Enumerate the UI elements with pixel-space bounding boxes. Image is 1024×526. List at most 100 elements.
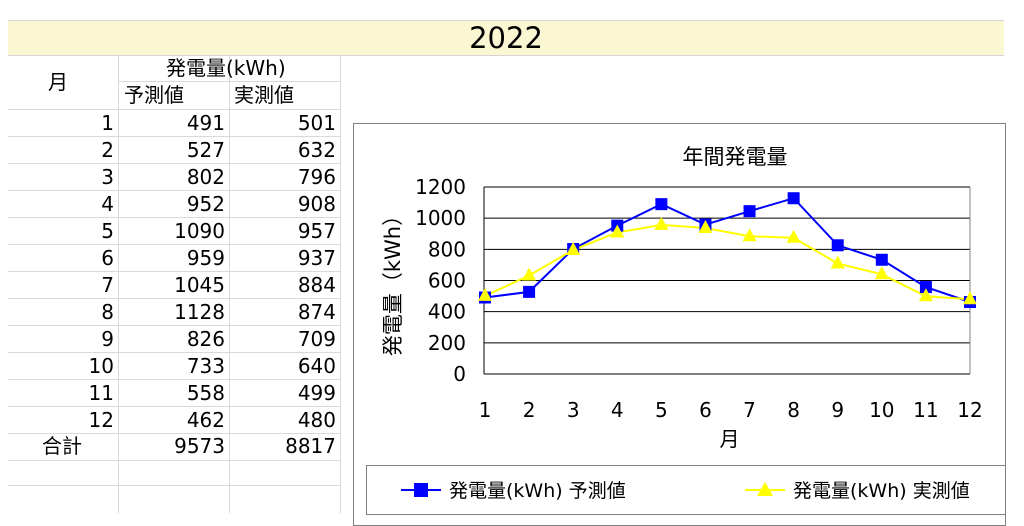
actual-point xyxy=(522,267,537,281)
x-tick-label: 7 xyxy=(743,398,756,422)
total-actual: 8817 xyxy=(285,434,336,458)
grid-row-line xyxy=(8,298,340,299)
grid-row-line xyxy=(8,163,340,164)
x-tick-label: 1 xyxy=(479,398,492,422)
cell-forecast: 558 xyxy=(186,381,225,405)
chart-legend: 発電量(kWh) 予測値 発電量(kWh) 実測値 xyxy=(366,465,1006,515)
grid-row-line xyxy=(8,217,340,218)
grid-row-line xyxy=(8,271,340,272)
x-tick-label: 12 xyxy=(957,398,982,422)
grid-column-line xyxy=(118,55,119,513)
actual-point xyxy=(698,219,713,233)
forecast-point xyxy=(787,192,800,205)
grid-row-line xyxy=(8,244,340,245)
forecast-point xyxy=(743,205,756,218)
x-tick-label: 6 xyxy=(699,398,712,422)
actual-point xyxy=(654,216,669,230)
x-tick-label: 2 xyxy=(523,398,536,422)
cell-actual: 937 xyxy=(297,246,336,270)
forecast-point xyxy=(875,253,888,266)
grid-row-line xyxy=(8,379,340,380)
header-actual: 実測値 xyxy=(234,83,294,107)
cell-month: 4 xyxy=(101,192,114,216)
header-generation: 発電量(kWh) xyxy=(166,56,286,80)
grid-row-line xyxy=(8,190,340,191)
x-axis-label: 月 xyxy=(720,427,740,451)
grid-row-line xyxy=(8,109,340,110)
cell-actual: 501 xyxy=(297,111,336,135)
actual-point xyxy=(963,291,977,305)
total-label: 合計 xyxy=(42,434,82,458)
cell-actual: 632 xyxy=(297,138,336,162)
cell-month: 6 xyxy=(101,246,114,270)
cell-forecast: 959 xyxy=(186,246,225,270)
cell-actual: 957 xyxy=(297,219,336,243)
y-tick-label: 0 xyxy=(453,362,466,386)
x-tick-label: 11 xyxy=(913,398,938,422)
cell-actual: 908 xyxy=(297,192,336,216)
cell-month: 3 xyxy=(101,165,114,189)
y-tick-label: 800 xyxy=(428,237,466,261)
cell-forecast: 1128 xyxy=(174,300,225,324)
grid-row-line xyxy=(118,81,340,82)
cell-actual: 874 xyxy=(297,300,336,324)
title-banner: 2022 xyxy=(8,20,1004,56)
cell-actual: 640 xyxy=(297,354,336,378)
cell-month: 9 xyxy=(101,327,114,351)
header-forecast: 予測値 xyxy=(124,83,184,107)
spreadsheet: 月 発電量(kWh) 予測値 実測値 1 491 501 2 527 632 3… xyxy=(8,55,1006,526)
actual-point xyxy=(478,287,492,301)
y-axis-label: 発電量（kWh） xyxy=(381,205,405,356)
grid-row-line xyxy=(8,485,340,486)
forecast-point xyxy=(523,285,536,298)
legend-forecast-marker xyxy=(414,483,428,497)
legend-svg: 発電量(kWh) 予測値 発電量(kWh) 実測値 xyxy=(401,480,970,502)
grid-row-line xyxy=(8,136,340,137)
actual-point xyxy=(918,288,933,302)
actual-point xyxy=(874,266,889,280)
cell-forecast: 733 xyxy=(186,354,225,378)
y-tick-label: 1000 xyxy=(415,206,466,230)
actual-point xyxy=(566,241,581,255)
x-tick-label: 10 xyxy=(869,398,894,422)
x-tick-label: 3 xyxy=(567,398,580,422)
cell-forecast: 491 xyxy=(186,111,225,135)
forecast-point xyxy=(831,239,844,252)
grid-row-line xyxy=(8,325,340,326)
cell-month: 5 xyxy=(101,219,114,243)
cell-forecast: 462 xyxy=(186,408,225,432)
cell-actual: 480 xyxy=(297,408,336,432)
x-tick-label: 8 xyxy=(787,398,800,422)
cell-actual: 796 xyxy=(297,165,336,189)
grid-row-line xyxy=(8,433,340,434)
header-month: 月 xyxy=(48,70,68,94)
x-tick-label: 5 xyxy=(655,398,668,422)
grid-row-line xyxy=(8,352,340,353)
cell-month: 1 xyxy=(101,111,114,135)
x-tick-label: 9 xyxy=(831,398,844,422)
page-title: 2022 xyxy=(469,21,543,55)
y-tick-label: 1200 xyxy=(415,175,466,199)
actual-point xyxy=(610,224,625,238)
cell-month: 11 xyxy=(88,381,114,405)
cell-month: 7 xyxy=(101,273,114,297)
grid-row-line xyxy=(8,406,340,407)
x-tick-label: 4 xyxy=(611,398,624,422)
cell-forecast: 802 xyxy=(186,165,225,189)
actual-point xyxy=(830,255,845,269)
y-tick-label: 200 xyxy=(428,331,466,355)
cell-forecast: 1090 xyxy=(174,219,225,243)
cell-forecast: 952 xyxy=(186,192,225,216)
forecast-point xyxy=(919,281,932,294)
forecast-series-line xyxy=(484,197,971,303)
cell-month: 2 xyxy=(101,138,114,162)
forecast-point xyxy=(655,198,668,211)
actual-point xyxy=(786,229,801,243)
grid-row-line xyxy=(8,460,340,461)
chart-area: 年間発電量 0 200 400 600 800 1000 1200 1 2 3 4 5 6 7 8 9 10 11 1… xyxy=(353,123,1006,526)
cell-month: 10 xyxy=(88,354,114,378)
legend-forecast-label: 発電量(kWh) 予測値 xyxy=(449,480,626,502)
grid-column-line xyxy=(229,55,230,513)
cell-actual: 884 xyxy=(297,273,336,297)
